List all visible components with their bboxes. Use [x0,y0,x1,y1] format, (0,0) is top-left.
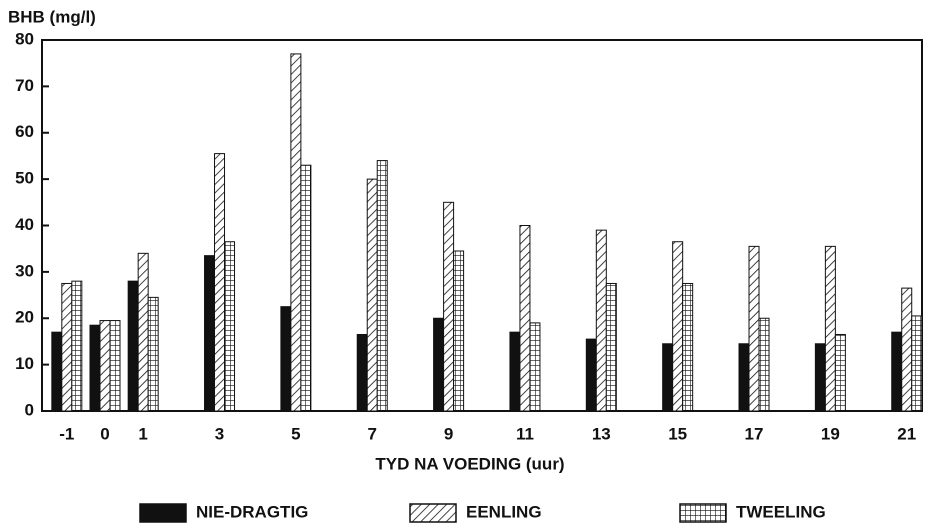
x-tick-label: 9 [444,424,453,443]
x-tick-label: 11 [516,424,534,443]
bar [109,320,121,412]
x-tick-label: 3 [215,424,224,443]
bar [605,282,617,412]
bar [891,331,903,412]
bar [585,338,597,412]
x-tick-label: -1 [59,424,74,443]
legend-label: TWEELING [736,502,826,521]
bar [147,296,159,412]
bar [911,315,923,412]
x-tick-label: 7 [368,424,377,443]
x-tick-label: 0 [100,424,109,443]
legend-label: EENLING [466,502,542,521]
legend-swatch [409,503,457,523]
bar [824,245,836,412]
bar [529,322,541,412]
bar [672,241,684,412]
bar [51,331,63,412]
legend-swatch [679,503,727,523]
bar [509,331,521,412]
bar [519,225,531,412]
y-tick-label: 10 [15,354,34,373]
x-tick-label: 19 [821,424,840,443]
bar [204,255,216,412]
bar [748,245,760,412]
y-tick-label: 20 [15,308,34,327]
bar [376,160,388,412]
bar [662,343,674,412]
bar [89,324,101,412]
bar [300,164,312,412]
bar [280,306,292,412]
bar [127,280,139,412]
bar [595,229,607,412]
bar [71,280,83,412]
bar [224,241,236,412]
bar [738,343,750,412]
x-tick-label: 17 [745,424,764,443]
bar [814,343,826,412]
x-tick-label: 21 [897,424,916,443]
legend-swatch [139,503,187,523]
y-tick-label: 40 [15,215,34,234]
legend-label: NIE-DRAGTIG [196,502,308,521]
bar [834,333,846,412]
bar [356,333,368,412]
x-tick-label: 13 [592,424,611,443]
y-tick-label: 0 [25,400,34,419]
bar [137,252,149,412]
y-tick-label: 70 [15,76,34,95]
bar [61,282,73,412]
x-tick-label: 5 [291,424,300,443]
x-axis-label: TYD NA VOEDING (uur) [375,454,564,473]
bar [901,287,913,412]
y-tick-label: 50 [15,169,34,188]
x-tick-label: 15 [668,424,687,443]
bar [433,317,445,412]
bar [99,320,111,412]
bar [682,282,694,412]
plot-frame [41,39,923,412]
y-tick-label: 80 [15,29,34,48]
y-axis-label: BHB (mg/l) [8,7,96,26]
y-tick-label: 60 [15,122,34,141]
x-tick-label: 1 [138,424,147,443]
bar [366,178,378,412]
bar [290,53,302,412]
y-tick-label: 30 [15,261,34,280]
bar [214,153,226,412]
bar [758,317,770,412]
bar [443,201,455,412]
bar [453,250,465,412]
